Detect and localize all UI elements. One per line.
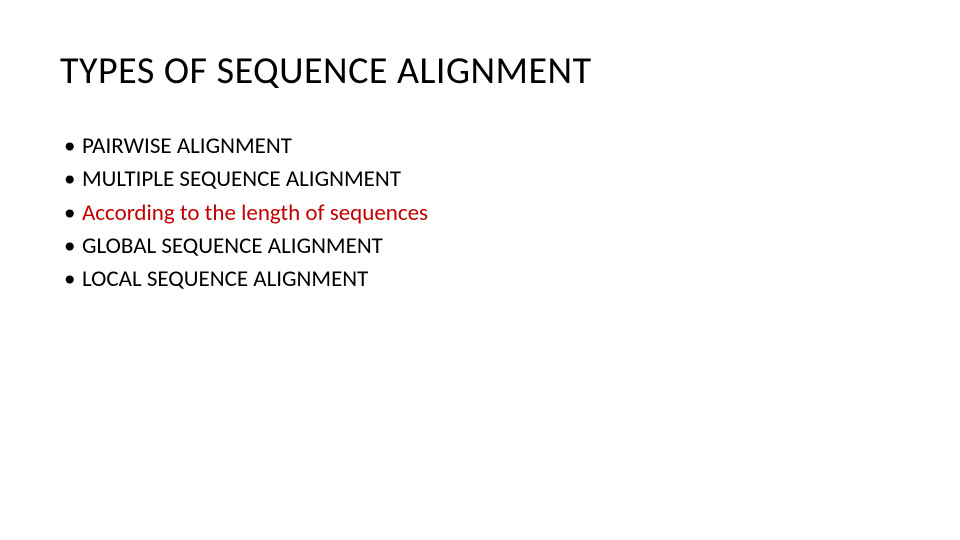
bullet-list: PAIRWISE ALIGNMENT MULTIPLE SEQUENCE ALI… bbox=[60, 130, 900, 297]
bullet-item: According to the length of sequences bbox=[64, 197, 900, 230]
bullet-item: PAIRWISE ALIGNMENT bbox=[64, 130, 900, 163]
bullet-item: GLOBAL SEQUENCE ALIGNMENT bbox=[64, 230, 900, 263]
bullet-item: MULTIPLE SEQUENCE ALIGNMENT bbox=[64, 163, 900, 196]
slide-title: TYPES OF SEQUENCE ALIGNMENT bbox=[60, 48, 900, 94]
bullet-item: LOCAL SEQUENCE ALIGNMENT bbox=[64, 263, 900, 296]
